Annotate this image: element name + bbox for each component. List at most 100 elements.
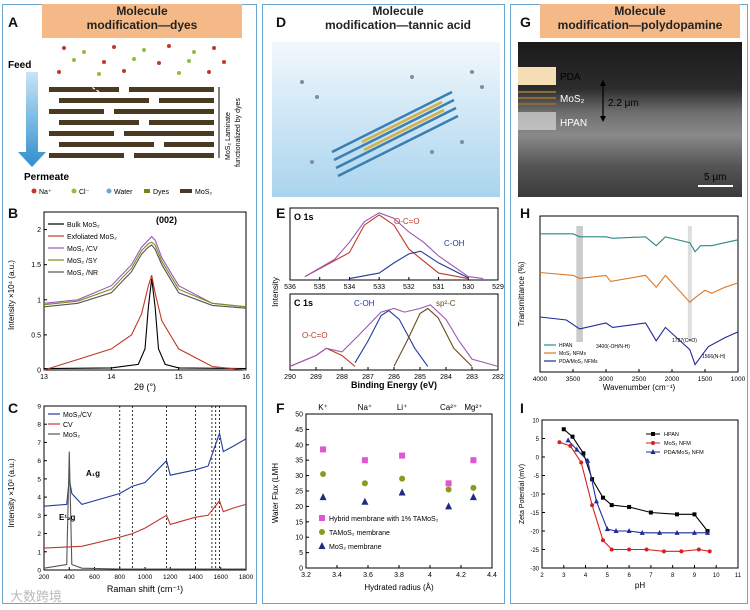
xps-c1s-line	[393, 307, 473, 367]
x-tick-label: 200	[39, 574, 50, 581]
svg-text:Water: Water	[114, 189, 133, 196]
zeta-marker	[707, 549, 712, 554]
panel-d-illustration	[272, 42, 500, 197]
mos2-label: MoS₂	[560, 94, 585, 105]
x-tick-label: 14	[107, 374, 115, 381]
y-tick-label: 3	[37, 513, 41, 520]
peak-a1g-label: A₁g	[86, 469, 100, 478]
svg-text:Na⁺: Na⁺	[39, 189, 52, 196]
x-tick-label: 3500	[566, 376, 581, 383]
zeta-marker	[590, 503, 595, 508]
zeta-marker	[568, 443, 573, 448]
peak-e2g-label: E¹₂g	[59, 513, 76, 522]
zeta-marker	[579, 460, 584, 465]
y-tick-label: 1.5	[31, 262, 41, 269]
x-tick-label: 800	[114, 574, 125, 581]
legend-label: MoS₂/CV	[63, 412, 92, 419]
annotation-label: 3400(-OH/N-H)	[596, 344, 630, 350]
flux-marker	[470, 484, 477, 491]
zeta-marker	[585, 457, 591, 463]
zeta-marker	[674, 529, 680, 535]
y-tick-label: 35	[295, 458, 303, 465]
x-tick-label: 535	[314, 284, 326, 291]
ion-label: Na⁺	[358, 403, 372, 412]
zeta-marker	[574, 446, 580, 452]
y-tick-label: -20	[530, 530, 539, 536]
y-tick-label: 5	[37, 476, 41, 483]
zeta-marker	[696, 547, 701, 552]
xrd-line	[43, 235, 247, 308]
flux-marker	[361, 480, 368, 487]
laminate-label-2: functionalized by dyes	[235, 98, 242, 167]
legend-label: MoS₂ /CV	[67, 246, 98, 253]
y-tick-label: 45	[295, 427, 303, 434]
panel-letter-h: H	[520, 205, 531, 221]
legend-label: MoS₂ /NR	[67, 270, 98, 277]
x-axis-label: Wavenumber (cm⁻¹)	[603, 383, 676, 392]
legend-label: PDA/MoS₂ NFM	[664, 450, 704, 456]
y-tick-label: 0	[37, 568, 41, 575]
chart-b: 13 14 15 16 0 0.5 1 1.5 2 (002) Intensity ×10⁴ (a.…	[7, 211, 250, 392]
x-tick-label: 15	[175, 374, 183, 381]
header-tannic: Molecule modification—tannic acid	[298, 4, 498, 38]
legend-label: MoS₂ NFMs	[559, 351, 586, 357]
c1s-label: C 1s	[294, 298, 313, 308]
x-tick-label: 10	[713, 573, 720, 579]
legend-marker	[651, 432, 655, 436]
panel-letter-i: I	[520, 400, 524, 416]
flux-marker	[399, 452, 406, 459]
annotation-label: 1566(N-H)	[702, 354, 726, 360]
legend-label: MoS₂ membrane	[329, 544, 382, 551]
x-axis-label: 2θ (°)	[134, 382, 156, 392]
zeta-line	[559, 441, 710, 552]
zeta-marker	[661, 549, 666, 554]
zeta-marker	[644, 547, 649, 552]
header-tannic-line1: Molecule	[372, 4, 424, 18]
x-tick-label: 4	[428, 572, 432, 579]
x-tick-label: 11	[735, 573, 742, 579]
panel-letter-f: F	[276, 400, 285, 416]
y-tick-label: 0.5	[31, 332, 41, 339]
panel-letter-g: G	[520, 14, 531, 30]
chart-i: 2 3 4 5 6 7 8 9 10 11 -30 -25 -20 -15 -10 -5 0 5 10 Zeta Po…	[519, 419, 742, 591]
y-tick-label: 1	[37, 549, 41, 556]
x-tick-label: 532	[403, 284, 415, 291]
x-tick-label: 5	[606, 573, 610, 579]
o1s-label: O 1s	[294, 212, 314, 222]
raman-line	[43, 499, 247, 549]
header-dyes: Molecule modification—dyes	[42, 4, 242, 38]
panel-letter-a: A	[8, 14, 19, 30]
x-tick-label: 1200	[163, 574, 178, 581]
flux-marker	[319, 493, 327, 501]
plot-frame	[541, 419, 739, 569]
x-tick-label: 536	[284, 284, 296, 291]
zeta-marker	[613, 528, 619, 533]
xrd-line	[43, 241, 247, 308]
legend-label: MoS₂	[63, 432, 80, 439]
y-tick-label: 5	[299, 550, 303, 557]
coh-label: C-OH	[444, 239, 465, 248]
xrd-line	[43, 275, 247, 371]
legend-label: Exfoliated MoS₂	[67, 234, 117, 241]
x-tick-label: 3.8	[394, 572, 404, 579]
laminate-label-1: MoS₂ Laminate	[225, 112, 232, 160]
zeta-marker	[627, 547, 632, 552]
header-dyes-line2: modification—dyes	[86, 18, 198, 32]
legend-label: TAMoS₂ membrane	[329, 530, 390, 537]
flux-marker	[399, 475, 406, 482]
xrd-line	[43, 278, 247, 370]
x-tick-label: 1000	[138, 574, 153, 581]
x-tick-label: 1800	[239, 574, 254, 581]
ftir-line	[539, 316, 739, 366]
ftir-line	[540, 233, 739, 253]
x-axis-label: pH	[635, 581, 645, 590]
y-tick-label: 5	[536, 437, 540, 443]
ion-label: K⁺	[318, 403, 328, 412]
zeta-marker	[639, 529, 645, 535]
svg-text:Dyes: Dyes	[153, 189, 169, 196]
x-tick-label: 283	[466, 374, 478, 381]
y-tick-label: 0	[37, 368, 41, 375]
plot-frame	[289, 207, 499, 281]
legend-marker	[650, 449, 656, 454]
peak-label: (002)	[156, 215, 177, 225]
